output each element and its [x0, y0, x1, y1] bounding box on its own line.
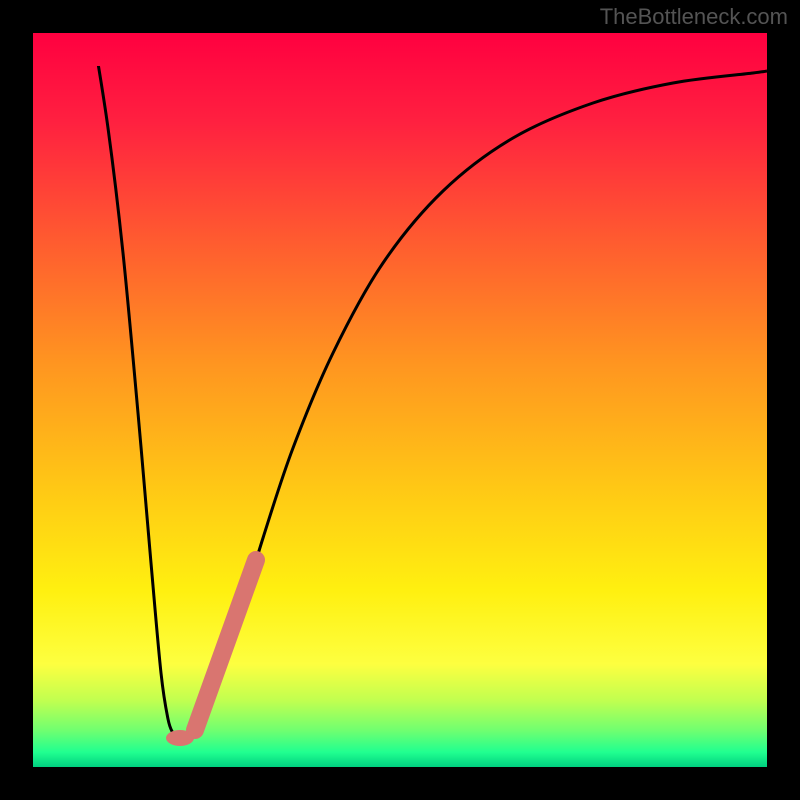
optimal-point-marker — [166, 730, 194, 746]
watermark-text: TheBottleneck.com — [600, 4, 788, 30]
bottleneck-chart — [0, 0, 800, 800]
gradient-background — [33, 33, 767, 767]
chart-container: TheBottleneck.com — [0, 0, 800, 800]
